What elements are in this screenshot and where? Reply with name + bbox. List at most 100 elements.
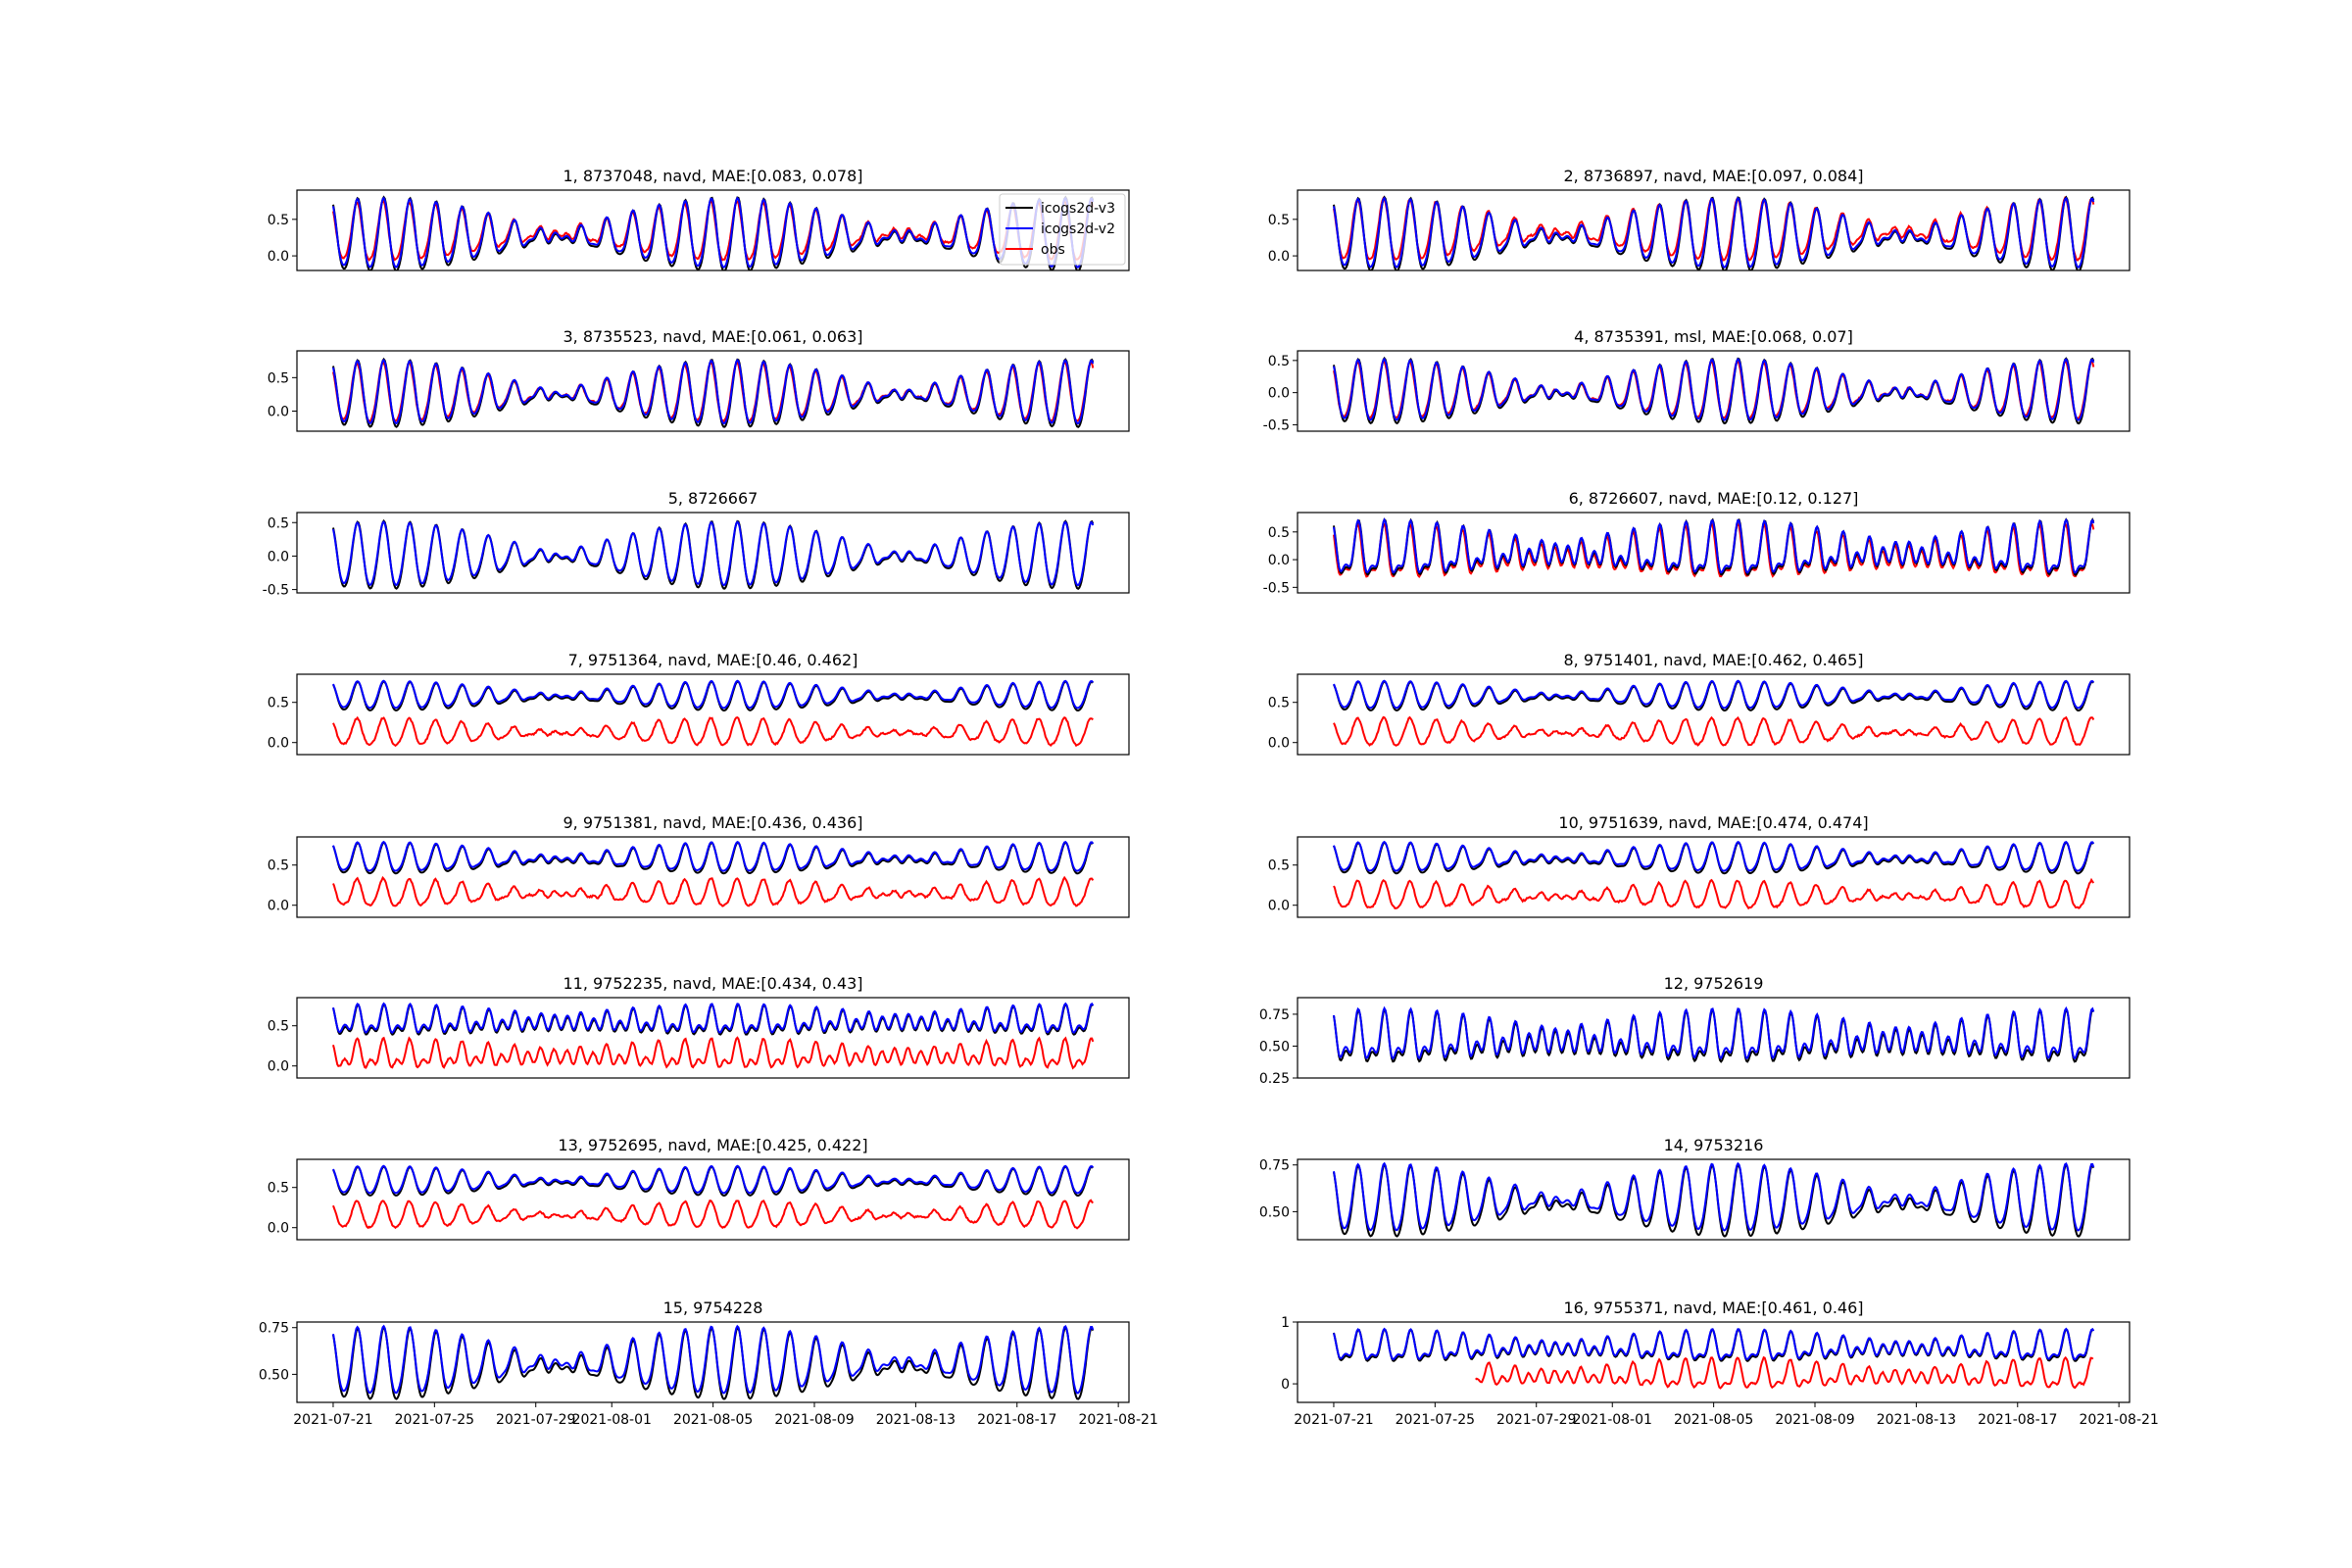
series-icogs2d-v2 [1333,196,2095,269]
axes-frame [296,512,1130,594]
axes-frame [1297,836,2131,918]
x-tick-label: 2021-08-17 [1978,1412,2057,1428]
y-tick-label: -0.5 [1263,580,1290,596]
x-tick-label: 2021-07-29 [496,1412,575,1428]
series-group [332,357,1095,429]
y-tick-label: 0.75 [1259,1007,1290,1023]
y-tick-label: 0.0 [1268,899,1290,914]
legend-label: icogs2d-v2 [1041,221,1115,237]
y-tick-label: 0.0 [1268,386,1290,402]
subplot-title: 12, 9752619 [1664,974,1764,993]
subplot-4: 4, 8735391, msl, MAE:[0.068, 0.07] -0.5 0.… [1263,327,2131,433]
y-tick-label: 0.75 [1259,1158,1290,1174]
y-tick-label: 0.75 [259,1321,289,1337]
x-tick-label: 2021-07-21 [1294,1412,1373,1428]
subplot-title: 3, 8735523, navd, MAE:[0.061, 0.063] [563,327,862,346]
subplot-9: 9, 9751381, navd, MAE:[0.436, 0.436] 0.0 0… [268,813,1130,918]
y-tick-label: -0.5 [1263,417,1290,433]
series-obs [332,199,1095,262]
y-tick-label: 0.0 [268,249,289,265]
series-obs [1333,715,2095,747]
series-icogs2d-v2 [332,1324,1095,1395]
series-obs [332,715,1094,748]
y-tick-label: 0.50 [259,1367,289,1383]
subplot-title: 4, 8735391, msl, MAE:[0.068, 0.07] [1574,327,1853,346]
subplot-title: 6, 8726607, navd, MAE:[0.12, 0.127] [1569,489,1859,508]
series-obs [332,1036,1095,1070]
subplot-8: 8, 9751401, navd, MAE:[0.462, 0.465] 0.0 0… [1268,651,2131,756]
axes-frame [296,189,1130,271]
axes-frame [1297,350,2131,432]
x-tick-label: 2021-08-21 [1078,1412,1157,1428]
series-obs [332,1199,1095,1230]
y-tick-label: 0.5 [268,370,289,386]
axes-frame [296,836,1130,918]
subplot-title: 9, 9751381, navd, MAE:[0.436, 0.436] [563,813,862,832]
series-obs [1333,877,2095,910]
series-group [1333,356,2095,425]
y-tick-label: 0.0 [268,736,289,752]
y-tick-label: 0.5 [268,858,289,874]
subplot-7: 7, 9751364, navd, MAE:[0.46, 0.462] 0.0 0.… [268,651,1130,756]
y-tick-label: 1 [1281,1315,1290,1331]
subplot-title: 10, 9751639, navd, MAE:[0.474, 0.474] [1558,813,1868,832]
axes-frame [296,1158,1130,1241]
x-tick-label: 2021-08-13 [876,1412,956,1428]
subplot-title: 5, 8726667 [668,489,759,508]
x-tick-label: 2021-08-05 [1674,1412,1753,1428]
subplot-title: 7, 9751364, navd, MAE:[0.46, 0.462] [568,651,858,669]
y-tick-label: 0.5 [268,1181,289,1197]
y-tick-label: 0.0 [1268,553,1290,568]
series-obs [1333,360,2095,420]
y-tick-label: 0.5 [1268,213,1290,228]
subplot-title: 11, 9752235, navd, MAE:[0.434, 0.43] [563,974,862,993]
y-tick-label: 0.50 [1259,1039,1290,1054]
legend-label: icogs2d-v3 [1041,201,1115,217]
series-group [1333,517,2095,579]
subplot-11: 11, 9752235, navd, MAE:[0.434, 0.43] 0.0 0… [268,974,1130,1079]
y-tick-label: 0.0 [268,1221,289,1237]
series-icogs2d-v2 [332,679,1095,710]
axes-frame [1297,512,2131,594]
subplot-title: 8, 9751401, navd, MAE:[0.462, 0.465] [1563,651,1863,669]
axes-frame [1297,1158,2131,1241]
series-group [332,1002,1095,1070]
y-tick-label: 0.5 [1268,525,1290,541]
y-tick-label: 0.5 [268,1019,289,1035]
axes-frame [296,350,1130,432]
subplot-title: 1, 8737048, navd, MAE:[0.083, 0.078] [563,167,862,185]
x-tick-label: 2021-08-01 [1573,1412,1652,1428]
axes-frame [1297,189,2131,271]
subplot-title: 16, 9755371, navd, MAE:[0.461, 0.46] [1563,1298,1863,1317]
series-group [1333,1161,2095,1238]
series-group [332,840,1095,907]
series-icogs2d-v2 [332,1002,1095,1034]
subplot-15: 15, 9754228 0.50 0.75 2021-07-21 2021-07-25 2… [259,1298,1158,1428]
series-group [332,1164,1095,1230]
subplot-1: 1, 8737048, navd, MAE:[0.083, 0.078] 0.0 0… [268,167,1130,271]
series-icogs2d-v2 [1333,1005,2095,1060]
subplot-title: 15, 9754228 [663,1298,763,1317]
y-tick-label: 0.0 [268,405,289,420]
x-tick-label: 2021-08-01 [572,1412,652,1428]
subplot-title: 13, 9752695, navd, MAE:[0.425, 0.422] [558,1136,867,1154]
series-icogs2d-v2 [1333,840,2095,872]
x-tick-label: 2021-07-29 [1496,1412,1576,1428]
series-obs [332,875,1095,907]
series-icogs2d-v2 [332,840,1095,872]
series-icogs2d-v2 [1333,679,2095,710]
series-icogs2d-v2 [1333,1161,2095,1232]
y-tick-label: 0.5 [268,213,289,228]
series-icogs2d-v2 [332,359,1095,425]
series-icogs2d-v2 [1333,517,2095,574]
y-tick-label: 0.0 [1268,736,1290,752]
y-tick-label: 0 [1281,1377,1290,1393]
y-tick-label: 0.5 [1268,858,1290,874]
series-icogs2d-v2 [332,520,1095,587]
y-tick-label: 0.50 [1259,1204,1290,1220]
x-tick-label: 2021-07-25 [1396,1412,1475,1428]
y-tick-label: 0.5 [1268,354,1290,369]
x-tick-label: 2021-08-05 [673,1412,753,1428]
series-obs [332,360,1095,424]
